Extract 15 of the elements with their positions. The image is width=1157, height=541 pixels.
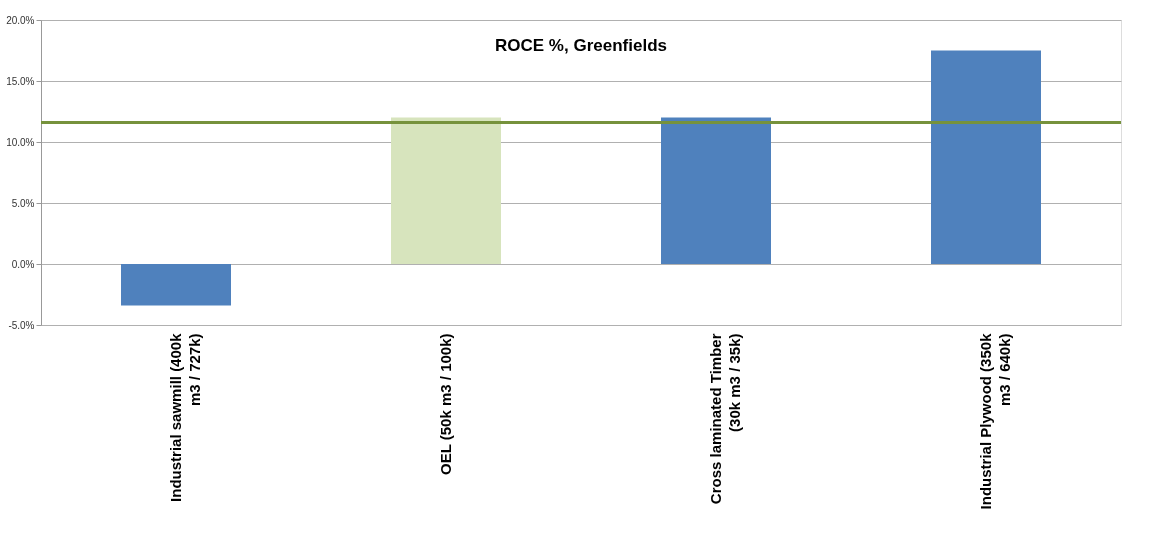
y-tick-label: 15.0%	[6, 75, 35, 87]
bar	[391, 117, 501, 264]
bar	[121, 264, 231, 306]
text: ROCE %, Greenfields	[495, 36, 667, 55]
y-tick-label: -5.0%	[8, 319, 35, 331]
x-tick-label: Cross laminated Timber (30k m3 / 35k)	[707, 333, 743, 505]
bar	[661, 117, 771, 264]
bar	[931, 50, 1041, 264]
x-tick-label: Industrial Plywood (350k m3 / 640k)	[977, 332, 1013, 510]
y-tick-label: 10.0%	[6, 136, 35, 148]
y-tick-label: 0.0%	[11, 258, 35, 270]
x-tick-label: Industrial sawmill (400k m3 / 727k)	[167, 332, 203, 502]
x-tick-label: OEL (50k m3 / 100k)	[437, 333, 454, 475]
y-tick-label: 5.0%	[11, 197, 35, 209]
y-tick-label: 20.0%	[6, 14, 35, 26]
